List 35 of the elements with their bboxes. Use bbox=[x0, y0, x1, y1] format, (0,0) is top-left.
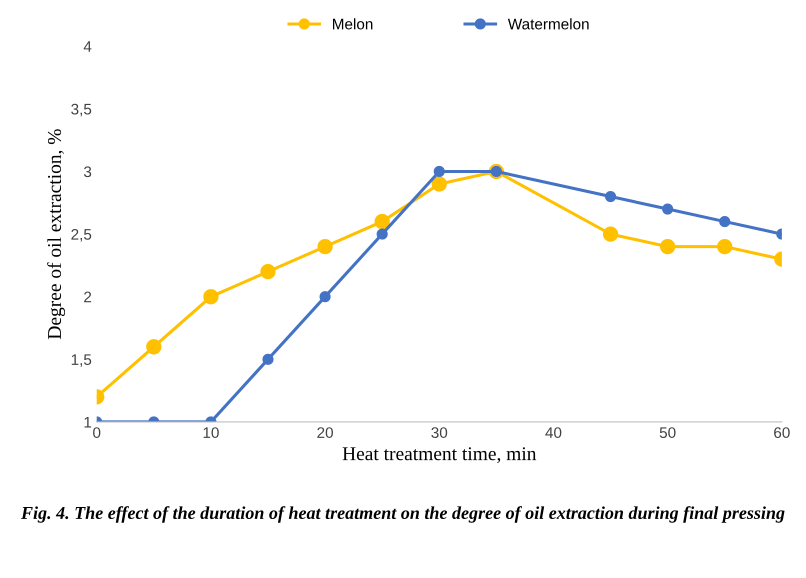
point bbox=[604, 190, 616, 202]
point bbox=[374, 214, 390, 230]
x-tick-label: 20 bbox=[317, 427, 333, 438]
x-tick-label: 60 bbox=[774, 427, 790, 438]
point bbox=[320, 291, 331, 302]
point bbox=[719, 216, 730, 228]
point bbox=[262, 354, 274, 365]
y-tick-label: 2,5 bbox=[71, 228, 92, 242]
point bbox=[317, 238, 333, 254]
legend-label: Watermelon bbox=[508, 18, 589, 30]
y-tick-label: 1,5 bbox=[72, 354, 92, 367]
y-tick-label: 4 bbox=[84, 41, 92, 52]
y-tick-label: 3,5 bbox=[71, 104, 92, 116]
x-tick-label: 0 bbox=[93, 427, 100, 438]
point bbox=[146, 339, 162, 354]
x-tick-label: 50 bbox=[660, 427, 676, 438]
legend-label: Melon bbox=[332, 18, 372, 30]
x-axis-title: Heat treatment time, min bbox=[342, 447, 536, 464]
point bbox=[660, 238, 676, 254]
x-tick-label: 40 bbox=[545, 427, 562, 438]
x-tick-label: 10 bbox=[204, 427, 219, 438]
point bbox=[432, 176, 447, 192]
caption: Fig. 4. The effect of the duration of heat treatment on the degree of oil extraction during final pressing bbox=[20, 506, 785, 523]
point bbox=[434, 166, 445, 178]
y-tick-label: 3 bbox=[84, 166, 92, 178]
point bbox=[203, 289, 219, 304]
point bbox=[662, 203, 674, 215]
x-tick-label: 30 bbox=[431, 427, 448, 438]
point bbox=[602, 226, 618, 242]
y-tick-label: 2 bbox=[84, 292, 92, 302]
point bbox=[376, 228, 388, 240]
y-axis-title: Degree of oil extraction, % bbox=[47, 129, 66, 340]
point bbox=[260, 264, 276, 280]
y-tick-label: 1 bbox=[84, 416, 92, 428]
point bbox=[717, 238, 732, 254]
